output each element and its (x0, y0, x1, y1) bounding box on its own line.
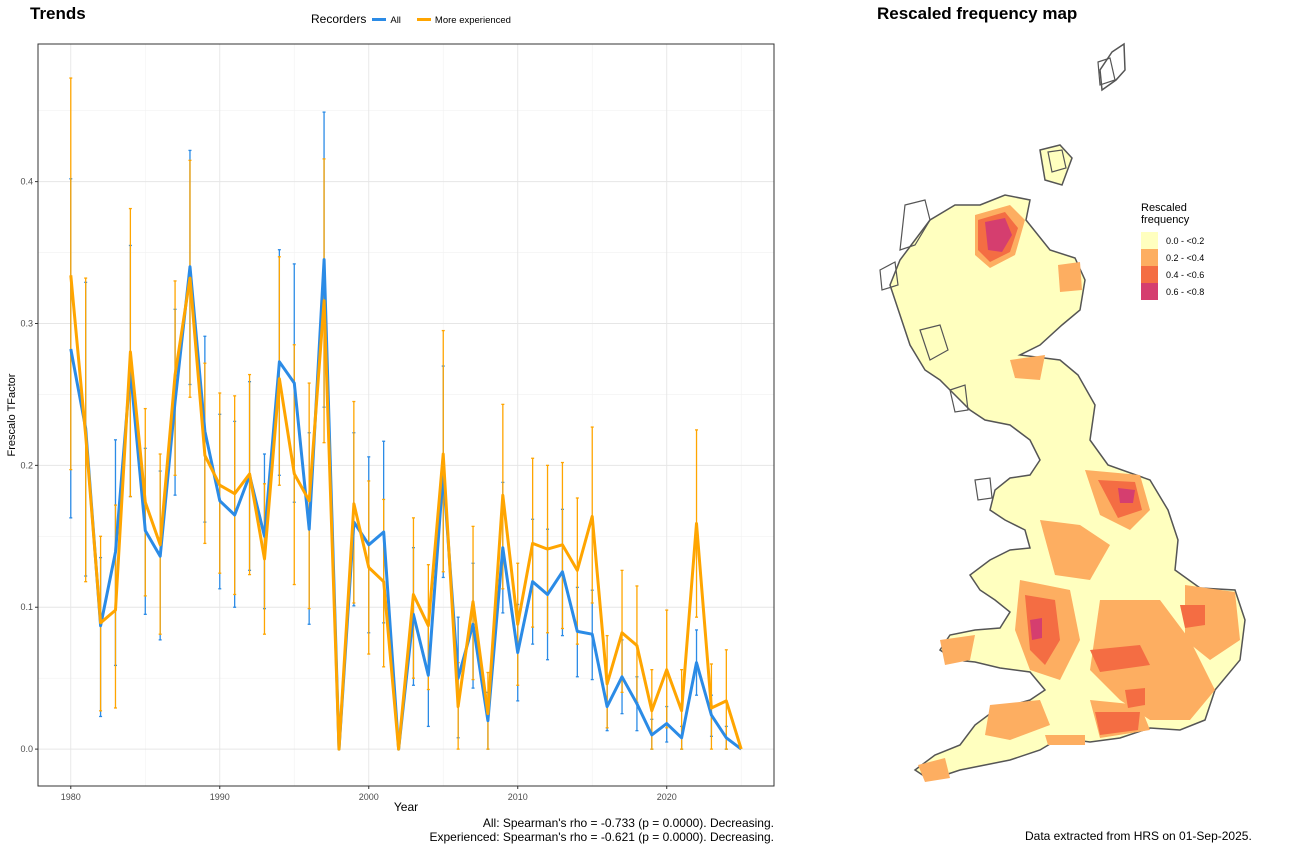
plot-border (37, 43, 775, 787)
legend-label-all: All (390, 15, 401, 26)
map-legend-label: 0.2 - <0.4 (1166, 252, 1205, 263)
series-lines (69, 258, 743, 751)
rescaled-frequency-map (879, 42, 1246, 782)
stat-experienced: Experienced: Spearman's rho = -0.621 (p … (429, 830, 775, 844)
map-legend-label: 0.0 - <0.2 (1166, 235, 1205, 246)
map-islands (879, 57, 1116, 501)
map-legend-swatch (1141, 283, 1158, 300)
map-legend-row: 0.6 - <0.8 (1141, 283, 1204, 300)
legend-label-experienced: More experienced (434, 15, 511, 26)
axes: 0.0 0.1 0.2 0.3 0.4 1980 1990 2000 2010 2020 Year F… (6, 177, 677, 814)
footnote: Data extracted from HRS on 01-Sep-2025. (1025, 829, 1252, 843)
map-legend: Rescaled frequency 0.0 - <0.2 0.2 - <0.4… (1141, 202, 1204, 300)
x-tick-label: 1990 (210, 792, 230, 802)
stat-all: All: Spearman's rho = -0.733 (p = 0.0000… (482, 816, 774, 830)
y-tick-label: 0.3 (20, 318, 33, 328)
map-legend-swatch (1141, 232, 1158, 249)
y-tick-label: 0.2 (20, 460, 33, 470)
map-legend-row: 0.2 - <0.4 (1141, 249, 1204, 266)
trends-title: Trends (30, 4, 86, 23)
y-tick-label: 0.4 (20, 177, 33, 187)
map-legend-title-line1: Rescaled (1141, 202, 1187, 214)
y-axis-label: Frescalo TFactor (6, 373, 18, 456)
legend-swatch-experienced (416, 18, 431, 22)
map-legend-label: 0.4 - <0.6 (1166, 269, 1205, 280)
map-legend-row: 0.0 - <0.2 (1141, 232, 1204, 249)
trends-chart: 0.0 0.1 0.2 0.3 0.4 1980 1990 2000 2010 2020 Year F… (6, 43, 775, 814)
map-legend-swatch (1141, 266, 1158, 283)
map-title: Rescaled frequency map (877, 4, 1078, 23)
legend-title: Recorders (311, 12, 367, 26)
chart-legend: Recorders All More experienced (311, 12, 521, 26)
map-legend-title: Rescaled frequency (1141, 202, 1204, 226)
x-tick-label: 2010 (508, 792, 528, 802)
map-bin-4 (985, 218, 1135, 640)
x-tick-label: 1980 (61, 792, 81, 802)
map-legend-row: 0.4 - <0.6 (1141, 266, 1204, 283)
legend-item-all: All (372, 12, 411, 26)
legend-swatch-all (372, 18, 387, 22)
x-tick-label: 2020 (657, 792, 677, 802)
map-legend-swatch (1141, 249, 1158, 266)
series-line-experienced (69, 275, 743, 751)
y-tick-label: 0.1 (20, 602, 33, 612)
x-axis-label: Year (394, 800, 418, 814)
map-legend-label: 0.6 - <0.8 (1166, 286, 1205, 297)
legend-item-experienced: More experienced (416, 12, 521, 26)
x-tick-label: 2000 (359, 792, 379, 802)
map-legend-title-line2: frequency (1141, 214, 1190, 226)
y-tick-label: 0.0 (20, 744, 33, 754)
